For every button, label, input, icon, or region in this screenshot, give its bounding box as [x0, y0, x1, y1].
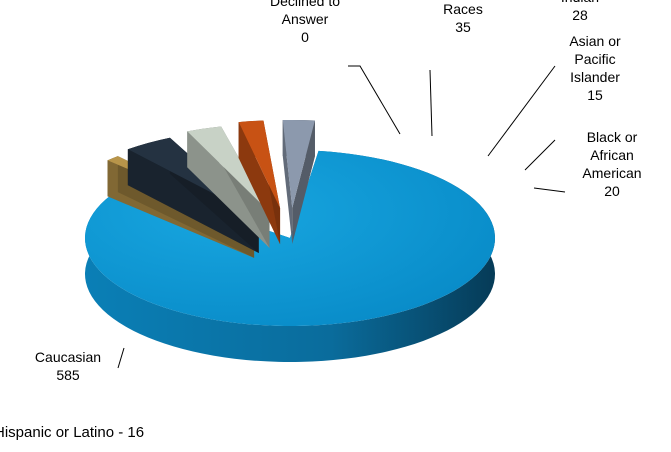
leader-line-caucasian [117, 347, 125, 369]
pie-slices [84, 119, 495, 362]
leader-line-black-or-african-american [533, 187, 566, 193]
label-asian-or-pacific-islander: Asian or Pacific Islander 15 [569, 33, 621, 103]
pie-slice-black-or-african-american [282, 119, 315, 244]
label-caucasian: Caucasian 585 [35, 349, 101, 383]
label-two-or-more-races: Two or MoreRaces35 [424, 0, 502, 35]
footnote: Hispanic or Latino - 16 [0, 424, 145, 441]
pie-slice-asian-or-pacific-islander [238, 120, 281, 245]
leader-line-asian-or-pacific-islander [524, 139, 556, 171]
leader-line-american-indian [487, 65, 556, 157]
leader-lines [117, 65, 566, 369]
label-black-or-african-american: Black or African American 20 [582, 129, 641, 199]
leader-line-two-or-more-races [429, 69, 433, 137]
label-declined-to-answer: Declined to Answer 0 [270, 0, 340, 45]
pie-slice-american-indian [187, 126, 270, 248]
leader-line-declined-to-answer [348, 65, 401, 135]
label-american-indian: AmericanIndian28 [550, 0, 609, 23]
